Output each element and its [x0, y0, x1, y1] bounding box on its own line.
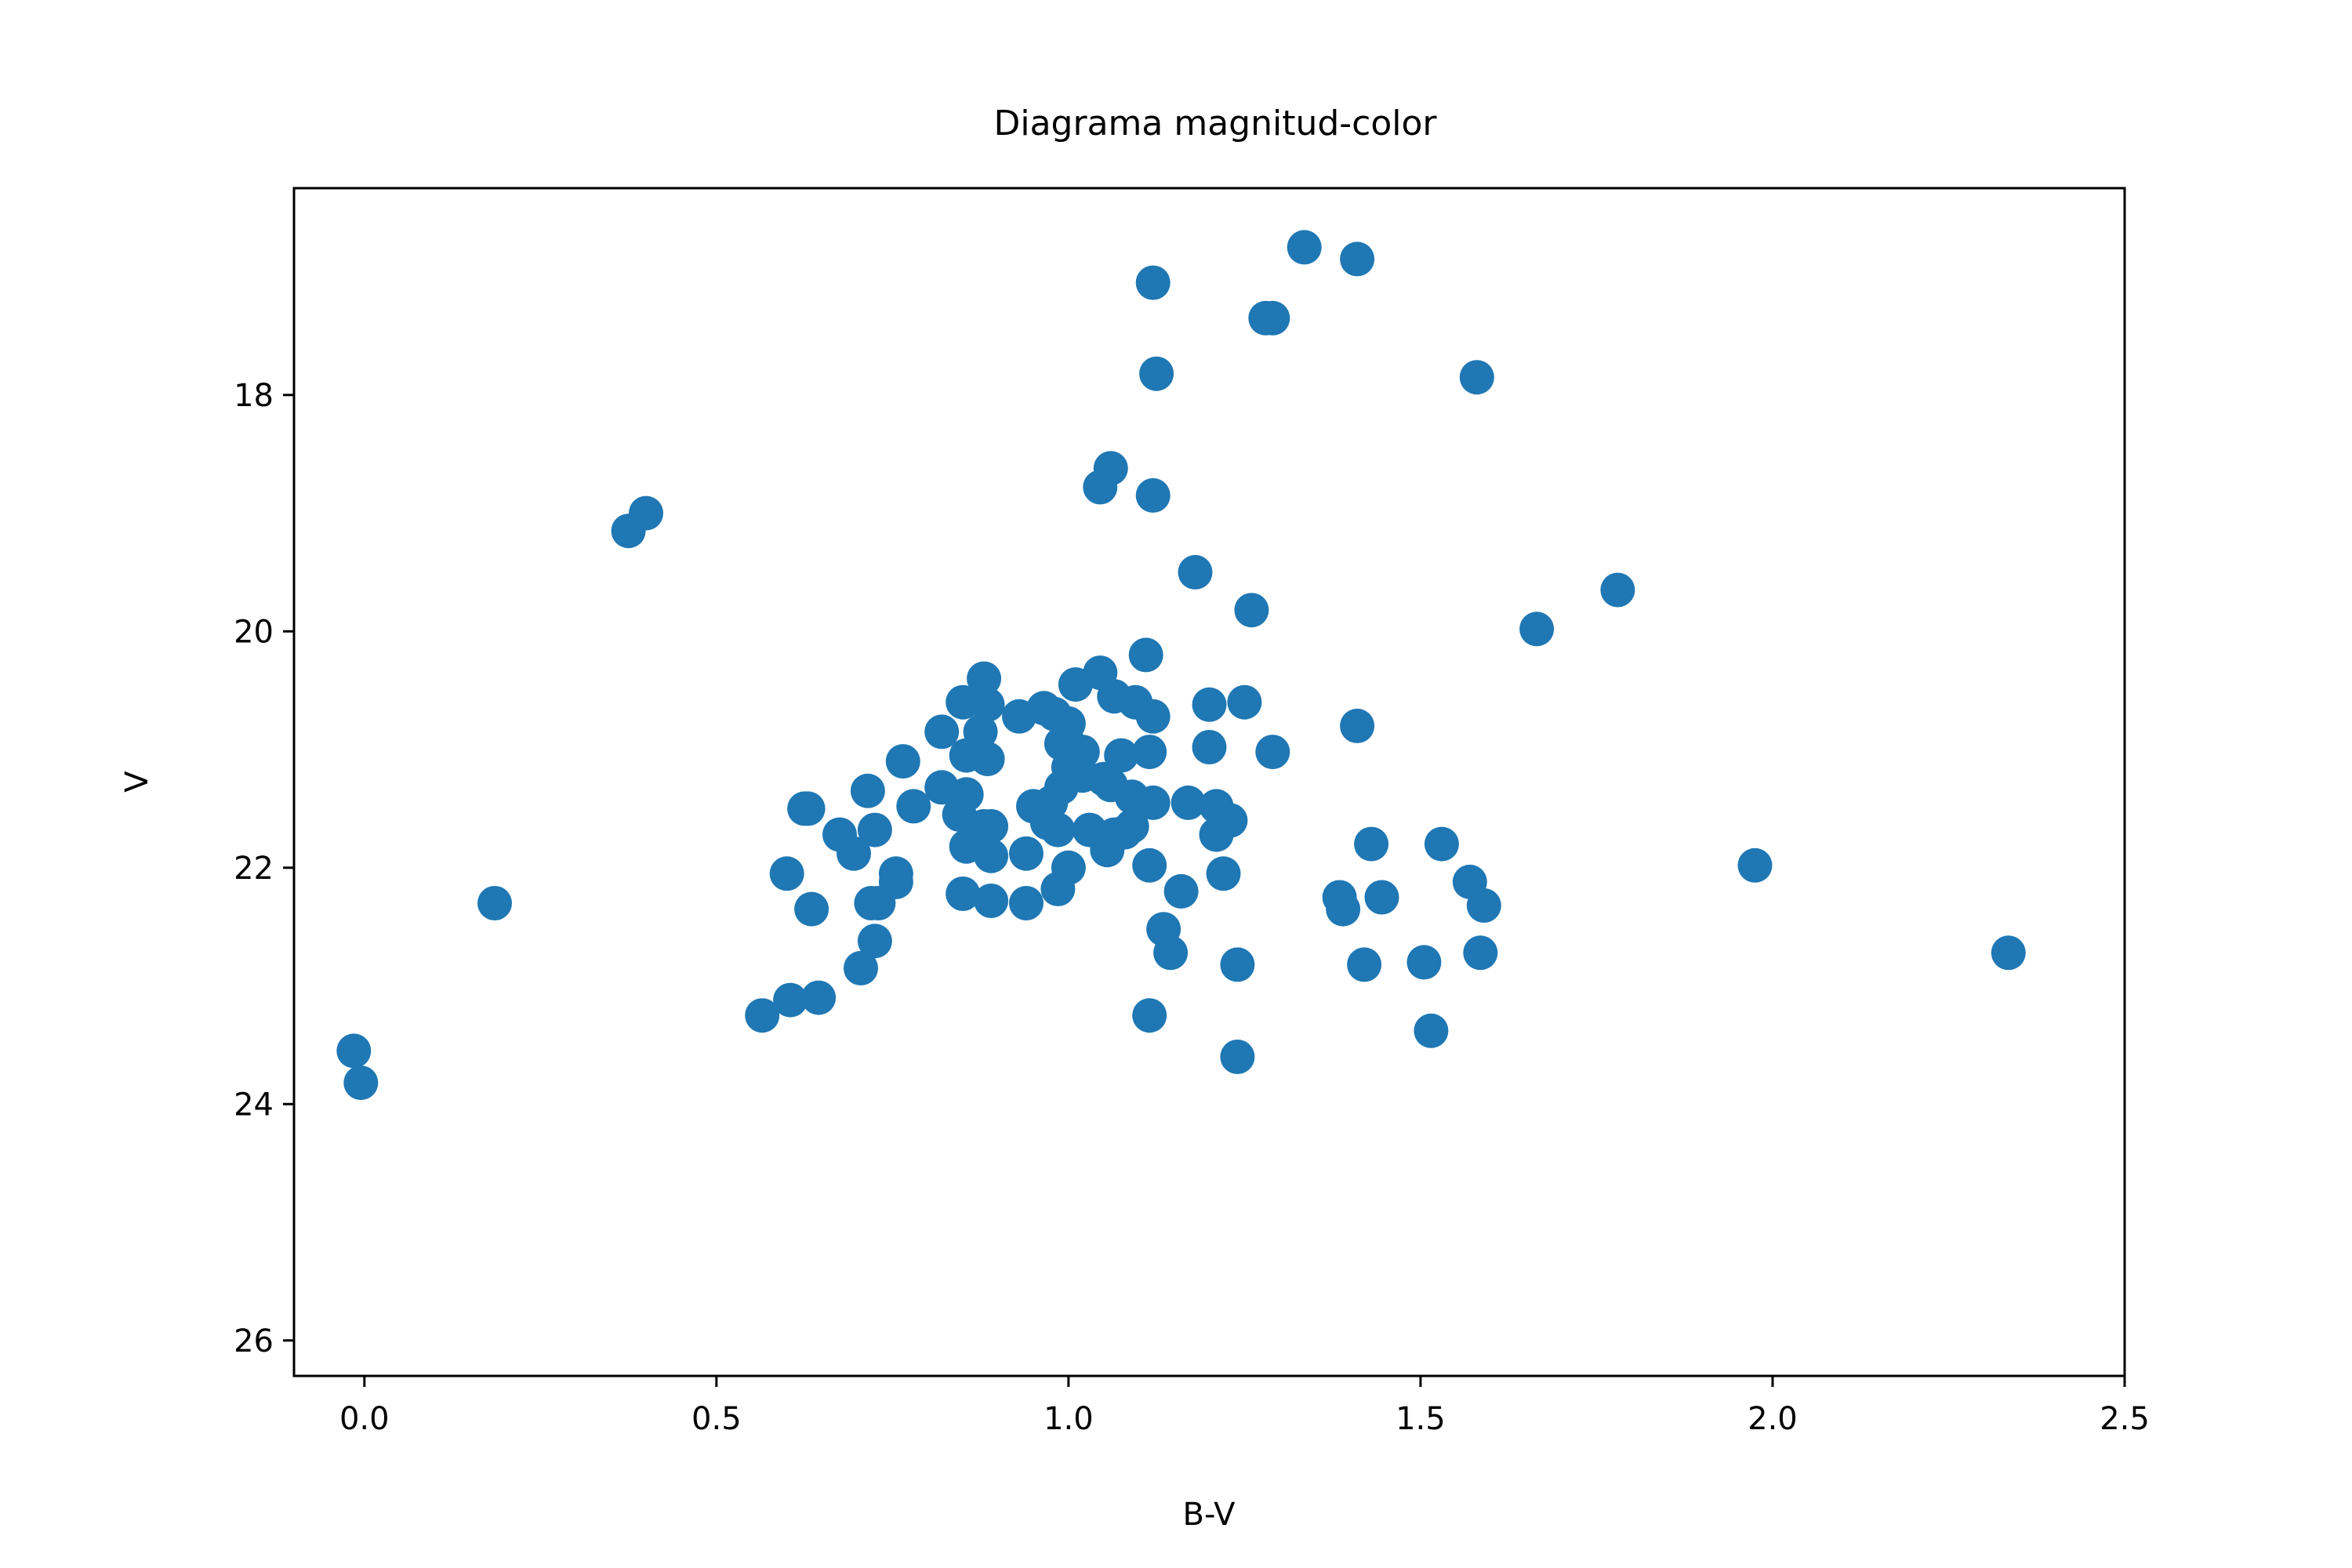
data-point [1192, 687, 1227, 722]
data-point [1132, 848, 1167, 883]
data-point [1364, 880, 1399, 915]
data-point [1340, 708, 1375, 743]
data-point [801, 980, 837, 1015]
data-point [837, 836, 871, 871]
data-point [1083, 470, 1118, 505]
x-tick-label: 2.5 [2100, 1401, 2150, 1437]
data-point [1135, 477, 1171, 513]
data-point [924, 714, 960, 750]
x-tick-label: 1.5 [1396, 1401, 1446, 1437]
data-point [861, 886, 896, 920]
data-point [1135, 699, 1171, 734]
data-point [1009, 836, 1044, 871]
data-point [1199, 817, 1234, 852]
data-point [1424, 826, 1459, 862]
data-point [1163, 873, 1199, 909]
data-point [1171, 785, 1206, 820]
data-point [773, 982, 808, 1018]
data-point [1058, 667, 1093, 702]
data-point [1132, 998, 1167, 1033]
data-point [477, 886, 512, 920]
x-tick-label: 0.5 [691, 1401, 742, 1437]
data-point [1090, 833, 1125, 868]
x-tick-label: 0.0 [339, 1401, 390, 1437]
data-point [974, 838, 1009, 873]
data-point [1192, 730, 1227, 764]
data-point [1128, 637, 1163, 673]
data-point [1326, 891, 1361, 927]
data-point [857, 924, 892, 959]
y-tick-label: 26 [234, 1323, 274, 1359]
y-axis-label: V [119, 771, 155, 793]
data-point [336, 1033, 372, 1069]
data-point [1737, 848, 1773, 883]
data-point [1135, 265, 1171, 300]
data-point [1206, 856, 1241, 891]
chart-title: Diagrama magnitud-color [993, 103, 1437, 143]
data-point [1220, 947, 1255, 982]
data-point [1135, 785, 1171, 820]
x-axis-ticks: 0.0 0.5 1.0 1.5 2.0 2.5 [339, 1376, 2150, 1437]
data-point [343, 1065, 379, 1101]
data-point [1227, 684, 1262, 720]
y-axis-ticks: 18 20 22 24 26 [234, 378, 294, 1359]
data-point [857, 812, 892, 848]
data-point [970, 687, 1005, 722]
data-point [629, 495, 663, 531]
data-point [896, 789, 931, 824]
x-tick-label: 1.0 [1044, 1401, 1094, 1437]
data-point [974, 884, 1009, 918]
data-point [1414, 1013, 1449, 1048]
data-point [1153, 935, 1189, 971]
data-point [1519, 612, 1555, 647]
plot-frame [292, 187, 2126, 1377]
data-points [336, 230, 2026, 1101]
data-point [1104, 738, 1139, 773]
data-point [769, 856, 804, 891]
data-point [1354, 826, 1389, 862]
data-point [885, 744, 920, 779]
y-tick-label: 18 [234, 378, 274, 414]
data-point [1255, 735, 1290, 770]
y-tick-label: 20 [234, 614, 274, 650]
data-point [1347, 947, 1382, 982]
data-point [844, 950, 878, 985]
data-point [1234, 593, 1269, 628]
data-point [1991, 935, 2026, 971]
data-point [1009, 886, 1044, 920]
data-point [949, 738, 984, 773]
y-tick-label: 22 [234, 851, 274, 887]
data-point [946, 877, 981, 911]
data-point [1463, 935, 1498, 971]
data-point [1340, 241, 1375, 277]
data-point [850, 773, 885, 808]
data-point [1040, 812, 1076, 848]
x-axis-label: B-V [1183, 1497, 1236, 1533]
data-point [1600, 572, 1635, 608]
data-point [1287, 230, 1322, 265]
data-point [1255, 300, 1290, 336]
data-point [1040, 871, 1076, 906]
data-point [1459, 360, 1494, 395]
x-tick-label: 2.0 [1748, 1401, 1798, 1437]
data-point [967, 661, 1002, 696]
data-point [745, 998, 780, 1033]
data-point [974, 809, 1009, 844]
y-tick-label: 24 [234, 1087, 274, 1123]
data-point [1178, 554, 1213, 590]
data-point [1002, 699, 1036, 734]
data-point [1139, 356, 1174, 391]
data-point [794, 891, 829, 927]
data-point [1406, 945, 1442, 980]
data-point [1132, 735, 1167, 770]
data-point [1466, 888, 1501, 923]
data-point [1220, 1040, 1255, 1074]
data-point [790, 791, 826, 826]
